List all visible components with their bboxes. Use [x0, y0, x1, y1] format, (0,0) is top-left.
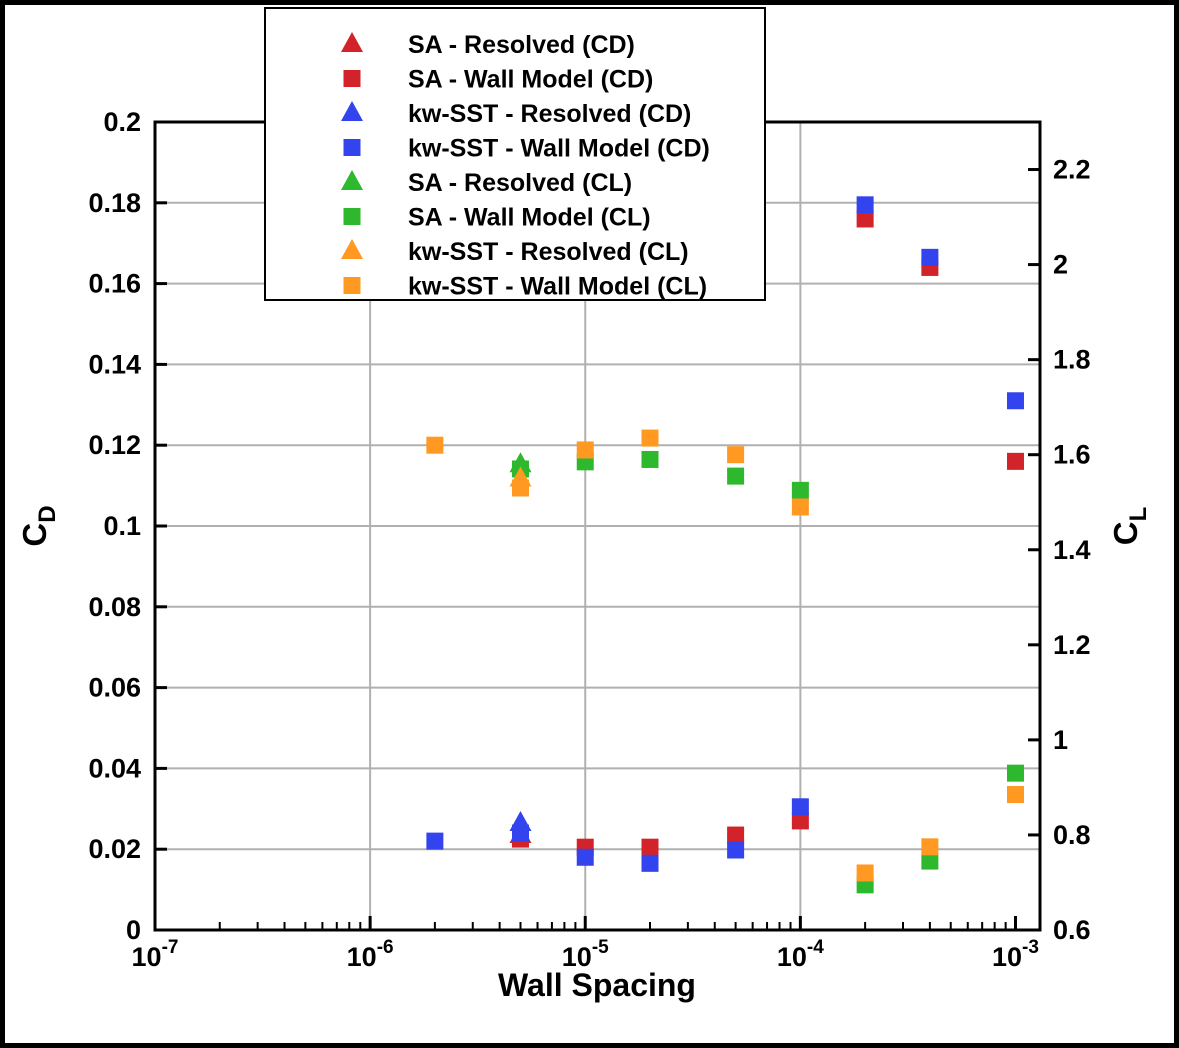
right-tick-label: 2.2 [1053, 155, 1091, 185]
data-marker-sa-wall-model-cl [641, 450, 659, 468]
right-tick-label: 2 [1053, 250, 1068, 280]
legend-item-sa-wall-model-cd: SA - Wall Model (CD) [343, 66, 653, 94]
data-marker-sa-wall-model-cl [727, 467, 745, 485]
data-marker-kw-sst-wall-model-cd [1006, 392, 1024, 410]
data-marker-kw-sst-wall-model-cl [921, 838, 939, 856]
left-tick-label: 0.16 [88, 269, 141, 299]
data-marker-kw-sst-wall-model-cd [511, 824, 529, 842]
legend-item-kw-sst-wall-model-cd: kw-SST - Wall Model (CD) [343, 135, 710, 163]
left-tick-label: 0.12 [88, 430, 141, 460]
legend-item-kw-sst-resolved-cl: kw-SST - Resolved (CL) [341, 238, 689, 266]
data-marker-sa-wall-model-cd [1006, 452, 1024, 470]
triangle-legend-marker [341, 170, 363, 190]
legend-label: SA - Wall Model (CL) [408, 204, 651, 232]
legend-label: kw-SST - Wall Model (CL) [408, 273, 707, 301]
x-axis-label: Wall Spacing [498, 967, 696, 1003]
data-marker-sa-wall-model-cd [856, 210, 874, 228]
left-tick-label: 0.02 [88, 834, 141, 864]
data-marker-sa-wall-model-cl [921, 852, 939, 870]
square-legend-marker [343, 208, 361, 225]
legend-item-sa-wall-model-cl: SA - Wall Model (CL) [343, 204, 651, 232]
right-tick-label: 1.6 [1053, 440, 1091, 470]
data-marker-kw-sst-wall-model-cl [856, 864, 874, 882]
left-tick-label: 0.08 [88, 592, 141, 622]
right-tick-label: 1 [1053, 725, 1068, 755]
data-marker-kw-sst-wall-model-cl [426, 436, 444, 454]
data-marker-kw-sst-wall-model-cd [641, 854, 659, 872]
x-tick-label: 10-3 [992, 937, 1039, 972]
left-tick-label: 0.04 [88, 753, 141, 783]
series-kw-sst-wall-model-cl [426, 429, 1024, 882]
right-tick-label: 1.2 [1053, 630, 1091, 660]
data-marker-kw-sst-wall-model-cd [576, 848, 594, 866]
legend-item-kw-sst-wall-model-cl: kw-SST - Wall Model (CL) [343, 273, 707, 301]
series-kw-sst-wall-model-cd [426, 196, 1024, 872]
data-marker-sa-wall-model-cd [641, 838, 659, 856]
data-marker-kw-sst-wall-model-cl [511, 479, 529, 497]
legend-item-kw-sst-resolved-cd: kw-SST - Resolved (CD) [341, 100, 691, 128]
data-marker-kw-sst-wall-model-cd [856, 196, 874, 214]
right-tick-label: 0.8 [1053, 820, 1091, 850]
square-legend-marker [343, 70, 361, 87]
left-tick-label: 0.2 [103, 107, 141, 137]
data-marker-sa-wall-model-cd [791, 812, 809, 830]
data-marker-sa-wall-model-cl [1006, 764, 1024, 782]
x-tick-label: 10-5 [562, 937, 609, 972]
data-marker-kw-sst-wall-model-cd [426, 832, 444, 850]
left-tick-label: 0 [126, 915, 141, 945]
right-axis-title: CL [1107, 507, 1152, 546]
x-tick-label: 10-6 [347, 937, 394, 972]
data-marker-sa-wall-model-cl [791, 481, 809, 499]
left-tick-label: 0.1 [103, 511, 141, 541]
legend-label: SA - Resolved (CL) [408, 169, 632, 197]
triangle-legend-marker [341, 32, 363, 52]
legend-label: kw-SST - Wall Model (CD) [408, 135, 710, 163]
data-marker-kw-sst-wall-model-cd [727, 841, 745, 859]
data-marker-kw-sst-wall-model-cl [791, 498, 809, 516]
data-marker-kw-sst-wall-model-cl [641, 429, 659, 447]
legend-label: SA - Resolved (CD) [408, 31, 635, 59]
left-axis-title: CD [16, 505, 61, 546]
legend-item-sa-resolved-cl: SA - Resolved (CL) [341, 169, 632, 197]
left-tick-label: 0.06 [88, 673, 141, 703]
legend-label: SA - Wall Model (CD) [408, 66, 653, 94]
x-tick-label: 10-7 [132, 937, 179, 972]
legend-label: kw-SST - Resolved (CD) [408, 100, 691, 128]
data-marker-kw-sst-wall-model-cl [727, 446, 745, 464]
data-marker-kw-sst-wall-model-cl [1006, 786, 1024, 804]
triangle-legend-marker [341, 101, 363, 121]
square-legend-marker [343, 277, 361, 294]
data-marker-sa-wall-model-cd [727, 826, 745, 844]
data-marker-kw-sst-wall-model-cd [921, 248, 939, 266]
left-tick-label: 0.18 [88, 188, 141, 218]
legend-item-sa-resolved-cd: SA - Resolved (CD) [341, 31, 635, 59]
right-tick-label: 1.4 [1053, 535, 1091, 565]
right-tick-label: 1.8 [1053, 345, 1091, 375]
data-marker-kw-sst-wall-model-cl [576, 441, 594, 459]
legend-label: kw-SST - Resolved (CL) [408, 238, 689, 266]
data-marker-kw-sst-wall-model-cd [791, 798, 809, 816]
triangle-legend-marker [341, 239, 363, 259]
square-legend-marker [343, 139, 361, 156]
left-tick-label: 0.14 [88, 349, 141, 379]
x-tick-label: 10-4 [777, 937, 824, 972]
right-tick-label: 0.6 [1053, 915, 1091, 945]
